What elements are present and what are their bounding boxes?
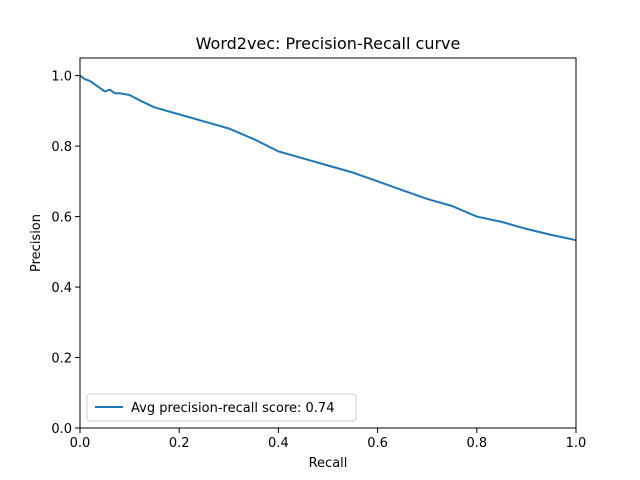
x-tick-label-1: 0.2: [169, 436, 190, 451]
y-tick-label-0: 0.0: [51, 422, 72, 437]
x-tick-label-3: 0.6: [367, 436, 388, 451]
legend-entry: Avg precision-recall score: 0.74: [131, 401, 334, 416]
y-tick-label-3: 0.6: [51, 211, 72, 226]
y-tick-label-5: 1.0: [51, 70, 72, 85]
x-tick-label-4: 0.8: [466, 436, 487, 451]
plot-frame: [79, 57, 577, 429]
y-axis: 0.0 0.2 0.4 0.6 0.8 1.0: [51, 70, 80, 437]
y-tick-label-4: 0.8: [51, 140, 72, 155]
plot-area: [79, 74, 577, 242]
x-tick-label-5: 1.0: [566, 436, 587, 451]
x-axis-label: Recall: [309, 456, 348, 471]
y-axis-label: Precision: [29, 214, 44, 272]
x-axis: 0.0 0.2 0.4 0.6 0.8 1.0: [70, 428, 587, 451]
legend: Avg precision-recall score: 0.74: [86, 393, 357, 422]
y-tick-label-2: 0.4: [51, 281, 72, 296]
series-line-0: [79, 74, 577, 242]
y-tick-label-1: 0.2: [51, 352, 72, 367]
x-tick-label-0: 0.0: [70, 436, 91, 451]
x-tick-label-2: 0.4: [268, 436, 289, 451]
chart-title: Word2vec: Precision-Recall curve: [196, 34, 461, 53]
legend-box: [86, 393, 357, 422]
